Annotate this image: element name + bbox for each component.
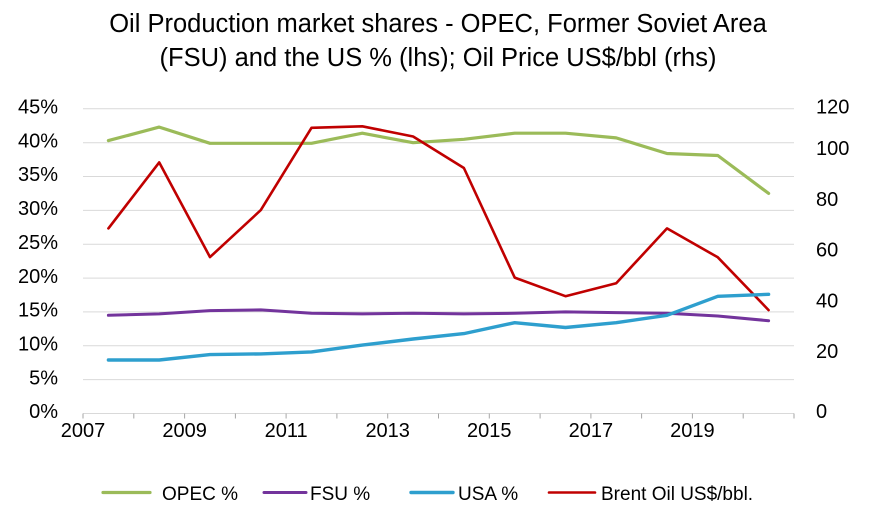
svg-text:FSU %: FSU % bbox=[310, 484, 370, 505]
svg-text:80: 80 bbox=[816, 189, 838, 211]
svg-text:2019: 2019 bbox=[670, 420, 715, 442]
svg-text:0%: 0% bbox=[29, 401, 58, 423]
svg-text:15%: 15% bbox=[18, 300, 58, 322]
svg-text:35%: 35% bbox=[18, 164, 58, 186]
svg-text:2007: 2007 bbox=[61, 420, 106, 442]
svg-text:10%: 10% bbox=[18, 333, 58, 355]
svg-text:5%: 5% bbox=[29, 367, 58, 389]
svg-text:2015: 2015 bbox=[467, 420, 512, 442]
svg-text:0: 0 bbox=[816, 401, 827, 423]
svg-text:40%: 40% bbox=[18, 130, 58, 152]
svg-text:40: 40 bbox=[816, 291, 838, 313]
svg-text:45%: 45% bbox=[18, 97, 58, 119]
svg-text:OPEC %: OPEC % bbox=[162, 484, 238, 505]
svg-text:2011: 2011 bbox=[265, 420, 308, 442]
svg-text:2013: 2013 bbox=[365, 420, 410, 442]
svg-text:2009: 2009 bbox=[162, 420, 207, 442]
svg-text:120: 120 bbox=[816, 97, 849, 119]
svg-text:20: 20 bbox=[816, 341, 838, 363]
svg-text:2017: 2017 bbox=[569, 420, 614, 442]
svg-text:20%: 20% bbox=[18, 266, 58, 288]
svg-text:100: 100 bbox=[816, 138, 849, 160]
svg-text:30%: 30% bbox=[18, 198, 58, 220]
svg-text:60: 60 bbox=[816, 240, 838, 262]
svg-text:USA %: USA % bbox=[458, 484, 518, 505]
svg-text:Brent Oil US$/bbl.: Brent Oil US$/bbl. bbox=[601, 484, 753, 505]
svg-text:25%: 25% bbox=[18, 232, 58, 254]
